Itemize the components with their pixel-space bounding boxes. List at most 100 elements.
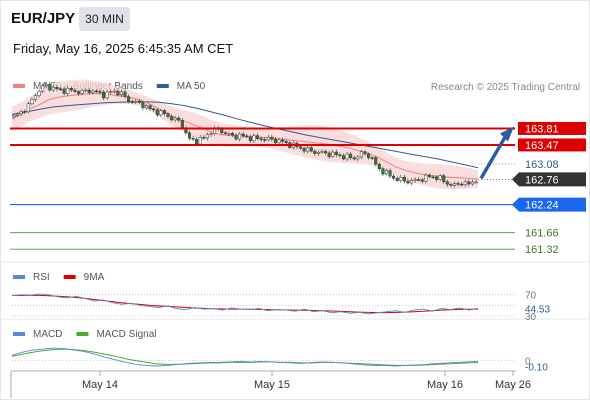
candle-body [435, 176, 439, 180]
candle-body [363, 151, 367, 155]
candle-body [345, 153, 349, 160]
candle-body [306, 147, 310, 152]
candle-body [298, 146, 303, 149]
candle-body [438, 175, 442, 180]
candle-body [245, 135, 249, 138]
level-0-tag [518, 121, 586, 135]
macd-legend-swatch-0 [13, 332, 25, 336]
candle-body [16, 113, 20, 116]
candle-body [273, 139, 277, 144]
candle-body [413, 179, 417, 181]
candle-body [381, 168, 385, 175]
candle-body [255, 135, 260, 139]
candle-body [320, 151, 324, 153]
candle-body [101, 91, 106, 99]
candle-body [112, 90, 116, 93]
timeframe-button[interactable]: 30 MIN [79, 7, 130, 31]
candle-body [73, 89, 77, 92]
level-1-tag [518, 138, 586, 152]
candle-body [302, 147, 306, 152]
candle-body [456, 183, 460, 185]
credit-text: Research © 2025 Trading Central [431, 82, 580, 93]
macd-legend-label-0: MACD [33, 329, 62, 340]
candle-body [51, 86, 55, 91]
candle-body [173, 117, 177, 121]
candle-body [474, 181, 478, 184]
rsi-line [11, 293, 479, 315]
candle-body [230, 133, 235, 136]
candle-body [30, 98, 34, 104]
candle-body [442, 175, 446, 182]
candle-body [69, 88, 73, 91]
macd-legend-label-1: MACD Signal [96, 329, 156, 340]
candle-body [170, 116, 174, 121]
level-0-label: 163.81 [525, 123, 559, 135]
candle-body [187, 132, 192, 139]
candle-body [277, 139, 281, 144]
candle-body [87, 89, 91, 93]
candle-body [144, 105, 149, 109]
ma50-line [11, 101, 479, 169]
bollinger-band [12, 79, 478, 190]
rsi-legend-label-0: RSI [33, 272, 50, 283]
macd-zero-label: 0 [525, 356, 531, 367]
level-3-label: 162.76 [525, 174, 559, 186]
candle-body [180, 119, 184, 129]
candle-body [356, 156, 360, 160]
candle-body [431, 176, 435, 179]
candle-body [195, 139, 199, 145]
candle-body [202, 137, 206, 139]
candle-body [127, 96, 131, 102]
candle-body [352, 157, 356, 160]
candle-body [191, 137, 195, 140]
candle-body [424, 174, 428, 182]
level-6-label: 161.32 [525, 244, 559, 256]
candle-body [327, 152, 331, 157]
candle-body [238, 133, 242, 140]
candle-body [84, 89, 88, 92]
candle-body [359, 151, 363, 158]
candle-body [402, 176, 406, 182]
target-arrow-shaft [479, 134, 508, 180]
macd-current-label: -0.10 [525, 362, 548, 373]
x-tick-label-3: May 26 [495, 379, 531, 391]
candle-body [137, 100, 141, 103]
rsi-legend-label-1: 9MA [84, 272, 105, 283]
candle-body [223, 132, 227, 134]
candle-body [331, 151, 335, 157]
candle-body [392, 175, 396, 179]
candle-body [460, 183, 464, 186]
x-tick-label-2: May 16 [427, 379, 463, 391]
level-3-tag [512, 172, 586, 187]
candle-body [109, 91, 113, 93]
candle-body [377, 163, 381, 169]
report-datetime: Friday, May 16, 2025 6:45:35 AM CET [13, 41, 234, 56]
level-1-label: 163.47 [525, 140, 559, 152]
candle-body [155, 109, 159, 116]
candle-body [166, 113, 170, 117]
candle-body [334, 151, 338, 156]
candle-body [198, 137, 202, 145]
candle-body [80, 90, 84, 94]
candle-body [409, 180, 414, 184]
candle-body [467, 181, 471, 185]
currency-pair-title: EUR/JPY [11, 10, 76, 27]
candle-body [44, 84, 48, 86]
candle-body [427, 174, 431, 178]
candle-body [417, 179, 421, 181]
macd-legend-swatch-1 [76, 332, 89, 336]
rsi-current-label: 44.53 [525, 304, 550, 315]
level-4-tag [512, 197, 586, 212]
candle-body [284, 141, 288, 144]
candle-body [248, 136, 252, 142]
candle-body [370, 157, 374, 159]
candle-body [309, 147, 313, 152]
candle-body [324, 151, 328, 154]
candle-body [252, 135, 256, 142]
candle-body [338, 154, 342, 157]
level-4-label: 162.24 [525, 200, 559, 212]
candle-body [105, 91, 109, 99]
rsi-level-30-label: 30 [525, 312, 537, 323]
candle-body [62, 88, 66, 94]
x-tick-label-0: May 14 [82, 379, 118, 391]
